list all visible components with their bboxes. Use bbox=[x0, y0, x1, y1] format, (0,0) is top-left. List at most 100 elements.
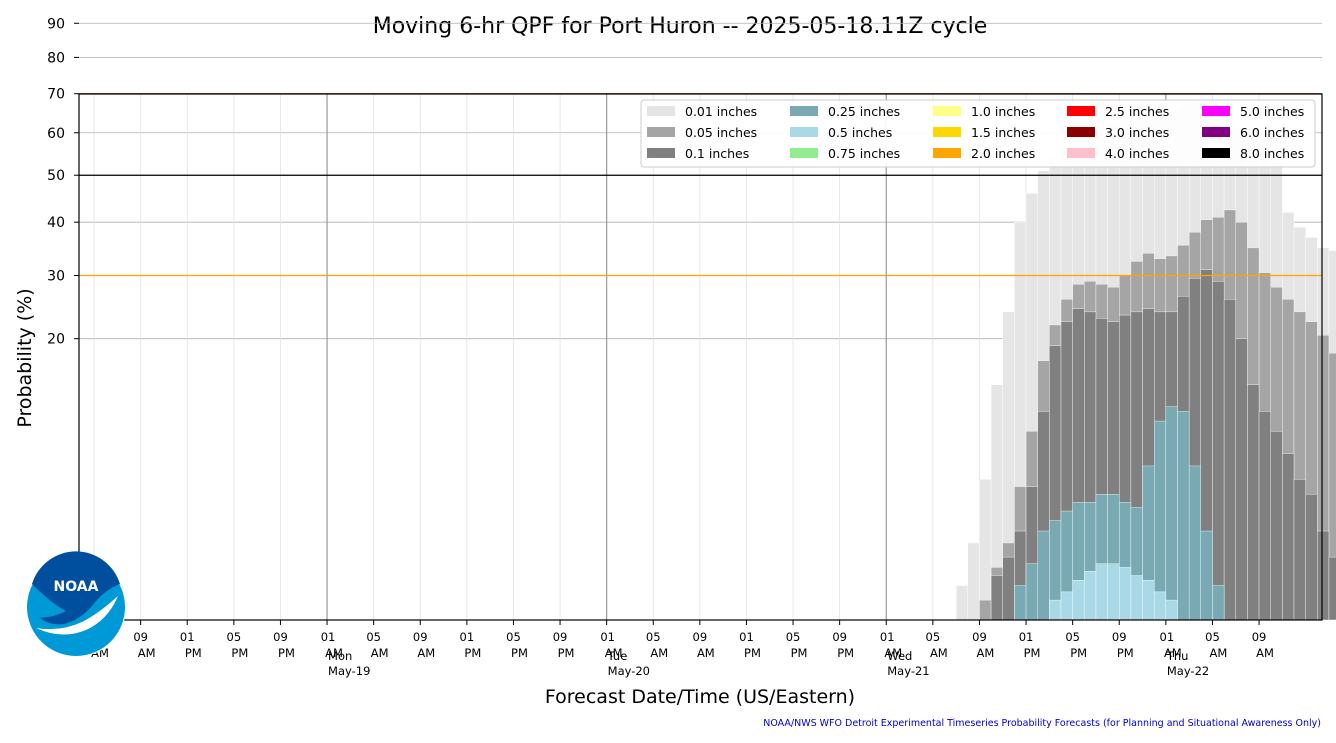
bar bbox=[1317, 530, 1330, 621]
bar bbox=[1002, 556, 1015, 621]
bar bbox=[1258, 411, 1271, 621]
x-tick-ampm: AM bbox=[884, 646, 902, 660]
x-tick-date: May-21 bbox=[887, 664, 929, 678]
x-tick-ampm: AM bbox=[1210, 646, 1228, 660]
y-tick-label: 50 bbox=[47, 168, 65, 184]
legend-swatch bbox=[1202, 106, 1230, 116]
bar bbox=[1177, 411, 1190, 621]
x-tick-ampm: PM bbox=[837, 646, 854, 660]
bar bbox=[979, 599, 992, 621]
bar bbox=[1270, 431, 1283, 621]
bar bbox=[1014, 585, 1027, 621]
x-tick-day: Tue bbox=[607, 649, 628, 663]
y-tick-label: 60 bbox=[47, 126, 65, 142]
y-axis-ticks: 20 30 40 50 60 70 80 90 bbox=[47, 16, 79, 348]
x-tick-hour: 09 bbox=[1252, 630, 1267, 644]
x-tick-ampm: AM bbox=[138, 646, 156, 660]
bar bbox=[979, 479, 992, 621]
legend-swatch bbox=[647, 106, 675, 116]
bar bbox=[1247, 384, 1260, 621]
x-tick-hour: 05 bbox=[926, 630, 941, 644]
legend-label: 0.75 inches bbox=[828, 146, 900, 161]
bar bbox=[1130, 575, 1143, 621]
y-axis-label: Probability (%) bbox=[14, 288, 36, 427]
x-tick-hour: 01 bbox=[1019, 630, 1034, 644]
x-tick-ampm: AM bbox=[977, 646, 995, 660]
bar bbox=[1107, 563, 1120, 621]
legend-swatch bbox=[790, 106, 818, 116]
y-tick-label: 80 bbox=[47, 50, 65, 66]
bar bbox=[1095, 563, 1108, 621]
x-tick-hour: 01 bbox=[180, 630, 195, 644]
x-tick-hour: 05 bbox=[506, 630, 521, 644]
legend-label: 6.0 inches bbox=[1240, 125, 1304, 140]
x-tick-hour: 01 bbox=[600, 630, 615, 644]
bar bbox=[1037, 530, 1050, 621]
x-tick-ampm: PM bbox=[558, 646, 575, 660]
legend-label: 2.0 inches bbox=[971, 146, 1035, 161]
x-tick-hour: 09 bbox=[133, 630, 148, 644]
x-tick-ampm: AM bbox=[605, 646, 623, 660]
x-tick-ampm: PM bbox=[231, 646, 248, 660]
y-tick-label: 70 bbox=[47, 87, 65, 103]
x-tick-ampm: AM bbox=[1256, 646, 1274, 660]
legend-swatch bbox=[790, 127, 818, 137]
legend-swatch bbox=[933, 127, 961, 137]
bar bbox=[1188, 465, 1202, 621]
x-tick-date: May-20 bbox=[608, 664, 650, 678]
x-tick-hour: 09 bbox=[553, 630, 568, 644]
plot-frame bbox=[78, 93, 1323, 621]
x-tick-hour: 09 bbox=[273, 630, 288, 644]
legend-label: 1.5 inches bbox=[971, 125, 1035, 140]
x-tick-hour: 09 bbox=[693, 630, 708, 644]
footer-note: NOAA/NWS WFO Detroit Experimental Timese… bbox=[763, 718, 1321, 729]
legend-label: 0.5 inches bbox=[828, 125, 892, 140]
legend-label: 0.1 inches bbox=[685, 146, 749, 161]
legend-swatch bbox=[647, 148, 675, 158]
x-tick-hour: 01 bbox=[460, 630, 475, 644]
legend-swatch bbox=[647, 127, 675, 137]
noaa-logo: NOAA bbox=[26, 551, 126, 657]
legend-swatch bbox=[1202, 127, 1230, 137]
x-tick-ampm: PM bbox=[185, 646, 202, 660]
bar bbox=[990, 575, 1003, 621]
legend-swatch bbox=[1067, 148, 1095, 158]
legend-label: 8.0 inches bbox=[1240, 146, 1304, 161]
bar bbox=[967, 542, 980, 621]
bar bbox=[1328, 556, 1336, 621]
legend-label: 4.0 inches bbox=[1105, 146, 1169, 161]
legend-swatch bbox=[1067, 127, 1095, 137]
x-tick-hour: 01 bbox=[739, 630, 754, 644]
bar bbox=[1072, 580, 1085, 621]
x-tick-ampm: PM bbox=[464, 646, 481, 660]
x-tick-ampm: PM bbox=[1024, 646, 1041, 660]
x-axis-ticks: 05AM09AM01PM05PM09PM01AMMonMay-1905AM09A… bbox=[87, 620, 1274, 678]
bar bbox=[1293, 479, 1306, 621]
x-tick-hour: 05 bbox=[786, 630, 801, 644]
x-tick-ampm: AM bbox=[371, 646, 389, 660]
x-tick-hour: 09 bbox=[413, 630, 428, 644]
x-tick-hour: 05 bbox=[646, 630, 661, 644]
x-tick-ampm: AM bbox=[650, 646, 668, 660]
bar bbox=[1153, 420, 1167, 621]
legend-label: 5.0 inches bbox=[1240, 104, 1304, 119]
x-tick-hour: 05 bbox=[1205, 630, 1220, 644]
legend-label: 2.5 inches bbox=[1105, 104, 1169, 119]
bar bbox=[1084, 571, 1097, 621]
x-tick-ampm: AM bbox=[697, 646, 715, 660]
y-tick-label: 30 bbox=[47, 268, 65, 284]
x-tick-ampm: PM bbox=[278, 646, 295, 660]
bar bbox=[1200, 530, 1213, 621]
legend-swatch bbox=[1202, 148, 1230, 158]
y-tick-label: 40 bbox=[47, 215, 65, 231]
legend-swatch bbox=[933, 148, 961, 158]
x-tick-day: Wed bbox=[887, 649, 912, 663]
x-tick-ampm: PM bbox=[511, 646, 528, 660]
x-axis-label: Forecast Date/Time (US/Eastern) bbox=[545, 686, 855, 708]
chart-title: Moving 6-hr QPF for Port Huron -- 2025-0… bbox=[373, 14, 988, 39]
legend-swatch bbox=[933, 106, 961, 116]
legend-label: 3.0 inches bbox=[1105, 125, 1169, 140]
x-tick-date: May-22 bbox=[1167, 664, 1209, 678]
x-tick-ampm: AM bbox=[1164, 646, 1182, 660]
